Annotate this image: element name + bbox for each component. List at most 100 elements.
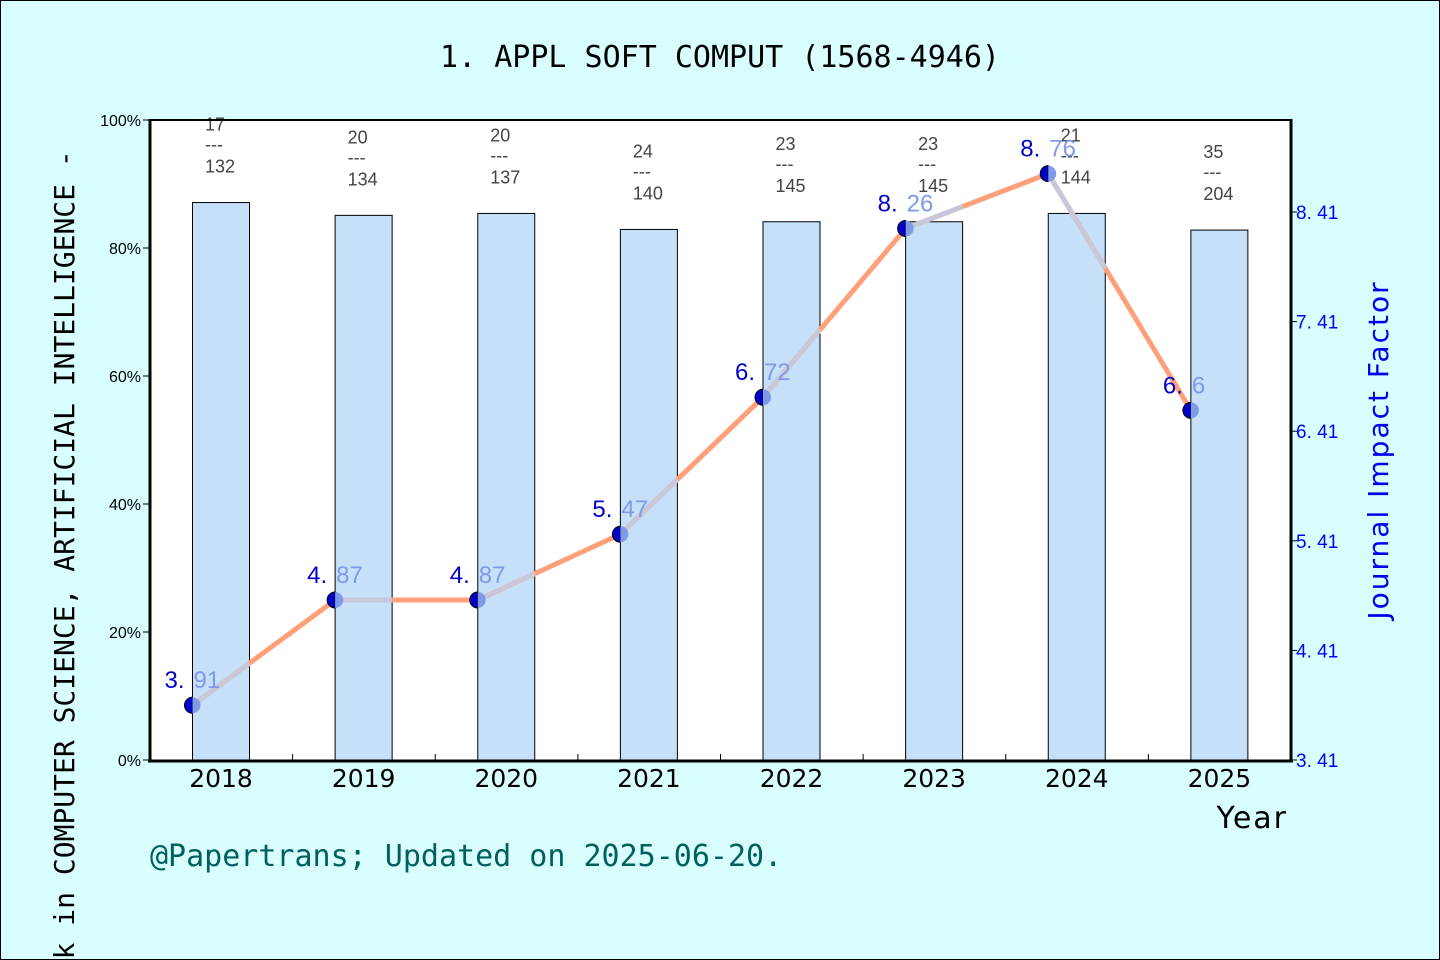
rank-value: 20 (490, 125, 510, 145)
rank-total: 144 (1061, 167, 1091, 187)
x-tick-label: 2019 (332, 764, 396, 793)
right-axis-ticks: 3. 41 4. 41 5. 41 6. 41 7. 41 8. 41 (1291, 203, 1338, 772)
marker-right-half (905, 220, 914, 237)
line-segment-overlay (1046, 172, 1108, 270)
marker-right-half (335, 591, 344, 608)
if-label-dec: 6 (1192, 372, 1205, 399)
if-label-int: 5. (592, 496, 612, 523)
rank-label-2021: 24--- 140 (633, 141, 663, 203)
line-segment-overlay (476, 571, 536, 603)
if-label-dec: 91 (194, 667, 221, 694)
line-segment-overlay (904, 204, 964, 231)
if-label-int: 8. (878, 190, 898, 217)
marker-left-half (754, 388, 764, 406)
if-label-dec: 76 (1049, 136, 1076, 163)
rank-label-2020: 20--- 137 (490, 125, 520, 187)
if-label-int: 4. (307, 562, 327, 589)
marker-right-half (763, 389, 771, 406)
bar-2023 (905, 221, 964, 761)
marker-left-half (469, 591, 479, 609)
if-label-dec: 72 (764, 359, 791, 386)
rank-label-2019: 20--- 134 (348, 127, 378, 189)
marker-left-half (326, 591, 336, 609)
rank-label-2024: 21--- 144 (1061, 125, 1091, 187)
if-label-dec: 87 (479, 562, 506, 589)
chart-title: 1. APPL SOFT COMPUT (1568-4946) (440, 40, 1000, 75)
left-tick-label: 60% (109, 369, 141, 386)
marker-left-half (184, 696, 193, 714)
right-tick-label: 3. 41 (1296, 751, 1338, 772)
if-label-int: 3. (165, 667, 185, 694)
rank-value: 35 (1203, 142, 1223, 162)
if-label-int: 4. (450, 562, 470, 589)
rank-divider: --- (205, 135, 223, 155)
right-tick-label: 8. 41 (1296, 203, 1338, 224)
rank-total: 145 (918, 176, 948, 196)
x-tick-label: 2023 (902, 764, 966, 793)
if-label-dec: 87 (336, 562, 363, 589)
bar-2025 (1190, 229, 1249, 761)
x-tick-label: 2020 (474, 764, 538, 793)
marker-right-half (192, 697, 201, 714)
left-tick-label: 80% (109, 241, 141, 258)
bar-series (192, 202, 1249, 761)
rank-divider: --- (1061, 145, 1079, 165)
left-tick-label: 40% (109, 497, 141, 514)
impact-factor-line: 3. 91 4. 87 4. 87 5. 47 6. 72 8. 26 8. 76 6. 6 (165, 136, 1205, 714)
marker-right-half (1190, 402, 1199, 419)
rank-divider: --- (1203, 162, 1221, 182)
rank-label-2025: 35--- 204 (1203, 142, 1233, 204)
x-axis-label: Year (1215, 801, 1288, 836)
line-segment-overlay (191, 661, 251, 708)
rank-total: 137 (490, 167, 520, 187)
rank-divider: --- (776, 154, 794, 174)
bar-2024 (1047, 212, 1106, 761)
if-label-dec: 26 (907, 190, 934, 217)
left-axis-label: Rank in COMPUTER SCIENCE, ARTIFICIAL INT… (48, 150, 81, 960)
right-tick-label: 5. 41 (1296, 532, 1338, 553)
line-segment-overlay (761, 328, 822, 399)
left-tick-label: 20% (109, 625, 141, 642)
marker-right-half (1048, 165, 1057, 182)
if-label-dec: 47 (621, 496, 648, 523)
x-tick-label: 2024 (1045, 764, 1109, 793)
rank-value: 24 (633, 141, 653, 161)
right-axis-label: Journal Impact Factor (1362, 280, 1395, 621)
rank-divider: --- (918, 154, 936, 174)
left-axis-ticks: 0% 20% 40% 60% 80% 100% (100, 113, 150, 770)
x-tick-label: 2022 (760, 764, 824, 793)
rank-value: 17 (205, 115, 225, 135)
rank-label-2023: 23--- 145 (918, 134, 948, 196)
marker-right-half (477, 591, 486, 608)
rank-total: 140 (633, 183, 663, 203)
left-tick-label: 0% (118, 753, 141, 770)
rank-divider: --- (490, 145, 508, 165)
rank-value: 21 (1061, 125, 1081, 145)
marker-left-half (1039, 165, 1049, 183)
rank-divider: --- (633, 161, 651, 181)
rank-total: 132 (205, 157, 235, 177)
x-axis-ticks: 2018 2019 2020 2021 2022 2023 2024 2025 (189, 754, 1251, 793)
bar-2019 (334, 214, 393, 761)
right-tick-label: 7. 41 (1296, 313, 1338, 334)
rank-divider: --- (348, 147, 366, 167)
footer-credit: @Papertrans; Updated on 2025-06-20. (150, 839, 782, 874)
x-tick-label: 2025 (1188, 764, 1252, 793)
right-tick-label: 4. 41 (1296, 641, 1338, 662)
rank-value: 23 (918, 134, 938, 154)
marker-left-half (1182, 401, 1192, 419)
rank-value: 20 (348, 127, 368, 147)
bar-2022 (762, 221, 821, 761)
rank-total: 145 (776, 176, 806, 196)
marker-left-half (897, 219, 907, 237)
rank-total: 204 (1203, 184, 1233, 204)
x-tick-label: 2021 (617, 764, 681, 793)
bar-2021 (619, 228, 678, 761)
rank-total: 134 (348, 169, 378, 189)
if-label-int: 6. (1163, 372, 1183, 399)
rank-labels: 17---13220---13420---13724---14023---145… (205, 115, 1233, 205)
rank-label-2022: 23--- 145 (776, 134, 806, 196)
if-label-int: 8. (1020, 136, 1040, 163)
marker-left-half (611, 525, 621, 543)
